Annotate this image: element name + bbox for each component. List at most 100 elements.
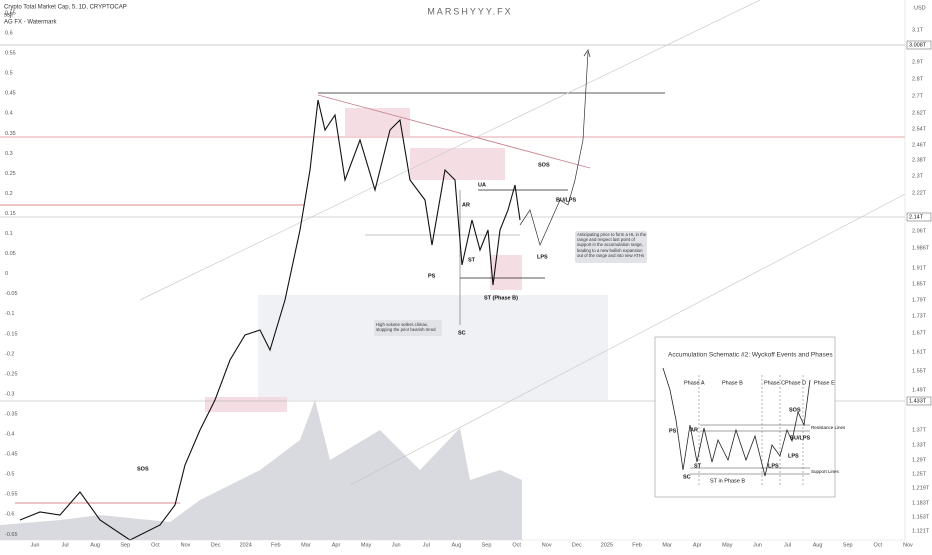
left-axis-label: 0.05 [5,251,16,257]
time-axis-label: Jun [753,542,762,548]
left-axis-label: 0.4 [5,111,13,117]
left-axis-label: 0.6 [5,31,13,37]
right-axis-label: 1.33T [912,442,927,448]
time-axis-label: Sep [843,542,853,548]
left-axis-label: 0.5 [5,71,13,77]
channel-line [139,0,761,301]
time-axis-label: Dec [211,542,221,548]
event-label: LPS [768,463,779,469]
time-axis-label: Oct [874,542,883,548]
label: PS [428,273,436,279]
left-axis-label: -0.65 [5,532,18,538]
arrow-head [583,49,591,58]
left-axis-label: -0.25 [5,371,18,377]
header-line: AG FX - Watermark [4,20,57,26]
time-axis-label: Mar [662,542,672,548]
left-axis-label: 0.35 [5,131,16,137]
right-axis-label: 2.54T [912,126,927,132]
time-axis-label: Jun [31,542,40,548]
right-axis-label: 1.73T [912,313,927,319]
watermark: MARSHYYY.FX [427,6,512,16]
time-axis-label: Apr [332,542,341,548]
event-label: BU/LPS [790,435,811,441]
event-label: ST in Phase B [710,478,745,484]
left-axis-label: -0.55 [5,492,18,498]
inset-title: Accumulation Schematic #2: Wyckoff Event… [668,352,833,359]
event-label: ST [694,463,702,469]
time-axis-label: Nov [181,542,191,548]
right-axis-label: 1.37T [912,427,927,433]
left-axis-label: -0.3 [5,391,14,397]
time-axis-label: Sep [120,542,130,548]
right-axis-label: 1.67T [912,330,927,336]
time-axis-label: May [361,542,372,548]
left-axis-label: -0.6 [5,512,14,518]
label: UA [478,182,486,188]
time-axis-label: Mar [301,542,311,548]
supply-box [345,108,410,136]
right-axis-label: 2.06T [912,228,927,234]
legend-label: Resistance Lines [811,425,846,430]
right-axis-label: 2.9T [912,59,924,65]
event-label: PS [669,428,677,434]
right-axis-label: 2.8T [912,76,924,82]
time-axis-label: Aug [452,542,462,548]
label: ST [468,257,476,263]
price-tag-label: 1.433T [909,398,927,404]
left-axis-label: 0.45 [5,91,16,97]
schematic-path [662,367,811,477]
label: SOS [137,466,149,472]
right-axis-label: 1.29T [912,457,927,463]
left-axis-label: 0 [5,271,8,277]
right-axis-label: 1.986T [912,245,930,251]
right-axis-label: 2.22T [912,190,927,196]
right-axis-label: 1.61T [912,349,927,355]
left-axis-label: 0.2 [5,191,13,197]
label: SOS [538,162,550,168]
left-axis-label: -0.4 [5,432,14,438]
right-axis-label: 1.49T [912,387,927,393]
phase-label: Phase E [814,380,835,386]
callout: Anticipating price to form a HL in the r… [577,232,646,258]
right-axis-label: 2.62T [912,110,927,116]
time-axis-label: Oct [151,542,160,548]
right-axis-label: 1.55T [912,368,927,374]
time-axis-label: Apr [693,542,702,548]
event-label: SOS [789,407,801,413]
left-axis-label: -0.45 [5,452,18,458]
volume-area [0,400,522,540]
time-axis-label: Dec [572,542,582,548]
callout: High volume sellers climax, stopping the… [376,322,435,332]
trend-line [317,94,591,169]
time-axis-label: Jun [392,542,401,548]
time-axis-label: Feb [632,542,641,548]
channel-line [349,179,932,486]
time-axis-label: Oct [512,542,521,548]
left-axis-label: 0.1 [5,231,13,237]
time-axis-label: Jul [62,542,69,548]
price-tag [906,396,932,406]
right-axis [905,0,932,550]
left-axis-label: -0.2 [5,351,14,357]
left-axis-label: -0.15 [5,331,18,337]
time-axis-label: Nov [903,542,913,548]
projection-path [519,51,589,247]
event-label: SC [683,474,691,480]
time-axis-label: Feb [271,542,280,548]
demand-box [205,397,287,412]
event-label: LPS [788,453,799,459]
right-axis-label: 2.38T [912,157,927,163]
left-axis-label: 0.15 [5,211,16,217]
right-axis-label: 1.25T [912,471,927,477]
right-axis-label: 1.153T [912,514,930,520]
time-axis-label: 2024 [240,542,252,548]
right-axis-label: 1.183T [912,500,930,506]
legend-label: Support Lines [811,469,840,474]
right-axis-label: 1.79T [912,297,927,303]
phase-label: Phase C [764,380,785,386]
label: LPS [537,254,548,260]
currency: USD [914,5,926,11]
price-tag [906,212,932,222]
time-axis-label: Aug [813,542,823,548]
